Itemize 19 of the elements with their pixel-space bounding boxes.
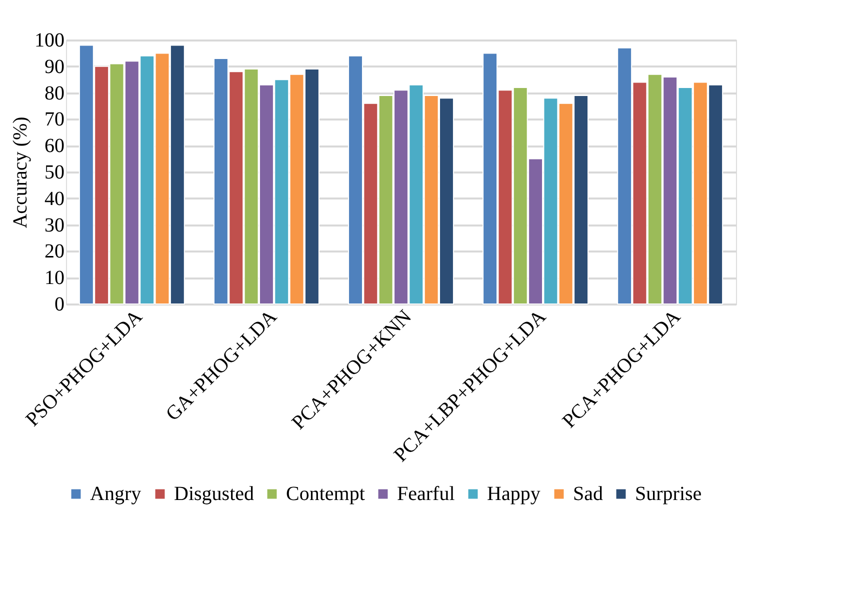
y-tick-label: 30 — [44, 214, 64, 236]
y-tick-label: 40 — [44, 188, 64, 210]
legend-label: Contempt — [286, 483, 366, 505]
y-tick-label: 90 — [44, 56, 64, 78]
y-tick-label: 20 — [44, 240, 64, 263]
y-tick-label: 70 — [44, 108, 64, 131]
y-tick-label: 0 — [54, 294, 64, 316]
y-axis-title: Accuracy (%) — [10, 116, 32, 228]
y-tick-label: 80 — [44, 82, 64, 104]
y-tick-label: 50 — [44, 162, 64, 184]
legend-label: Surprise — [635, 483, 702, 505]
y-tick-label: 100 — [34, 30, 64, 52]
legend-label: Disgusted — [174, 483, 254, 505]
legend-label: Sad — [573, 483, 603, 505]
legend-label: Fearful — [397, 483, 456, 505]
legend-label: Happy — [487, 483, 540, 505]
y-tick-label: 60 — [44, 135, 64, 158]
y-tick-label: 10 — [44, 267, 64, 290]
legend-label: Angry — [90, 483, 142, 505]
